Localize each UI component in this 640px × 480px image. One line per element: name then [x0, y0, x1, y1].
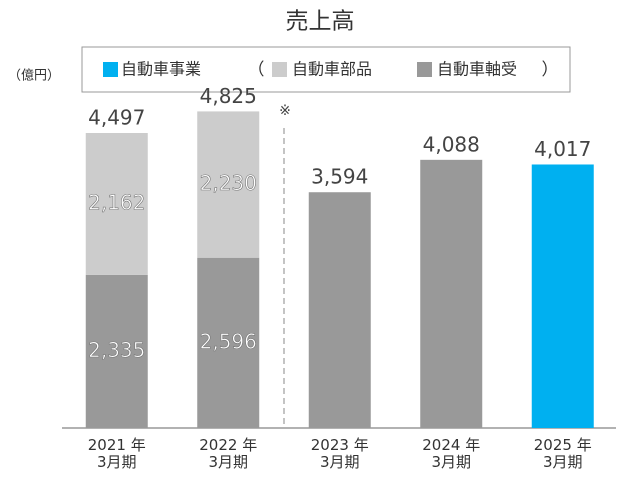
- segment-label: 2,230: [200, 171, 257, 195]
- bar: [420, 159, 483, 428]
- value-label: 3,594: [311, 165, 368, 189]
- x-tick-label: 2022 年 3月期: [199, 436, 258, 471]
- segment-label: 2,335: [88, 338, 145, 362]
- legend-swatch: [417, 62, 432, 77]
- total-label: 4,825: [200, 84, 257, 108]
- legend-label: 自動車事業: [121, 60, 201, 79]
- legend-swatch: [272, 62, 287, 77]
- segment-label: 2,596: [200, 329, 257, 353]
- bar: [197, 111, 260, 258]
- legend-paren: （: [248, 60, 265, 80]
- bar: [85, 132, 148, 275]
- legend-paren: ）: [542, 60, 559, 80]
- bar: [197, 257, 260, 428]
- unit-label: （億円）: [8, 68, 60, 84]
- segment-label: 2,162: [88, 190, 145, 214]
- legend-label: 自動車軸受: [437, 60, 517, 79]
- legend-swatch: [103, 62, 118, 77]
- chart-title: 売上高: [286, 9, 355, 35]
- legend-label: 自動車部品: [292, 60, 372, 79]
- x-tick-label: 2025 年 3月期: [533, 436, 592, 471]
- bar: [308, 192, 371, 428]
- value-label: 4,088: [423, 132, 480, 156]
- value-label: 4,017: [534, 137, 591, 161]
- x-tick-label: 2024 年 3月期: [422, 436, 481, 471]
- x-tick-label: 2021 年 3月期: [87, 436, 146, 471]
- x-tick-label: 2023 年 3月期: [310, 436, 369, 471]
- legend-box: [81, 46, 571, 93]
- bar: [85, 274, 148, 428]
- note-mark: ※: [279, 103, 291, 119]
- total-label: 4,497: [88, 105, 145, 129]
- bar: [531, 164, 594, 428]
